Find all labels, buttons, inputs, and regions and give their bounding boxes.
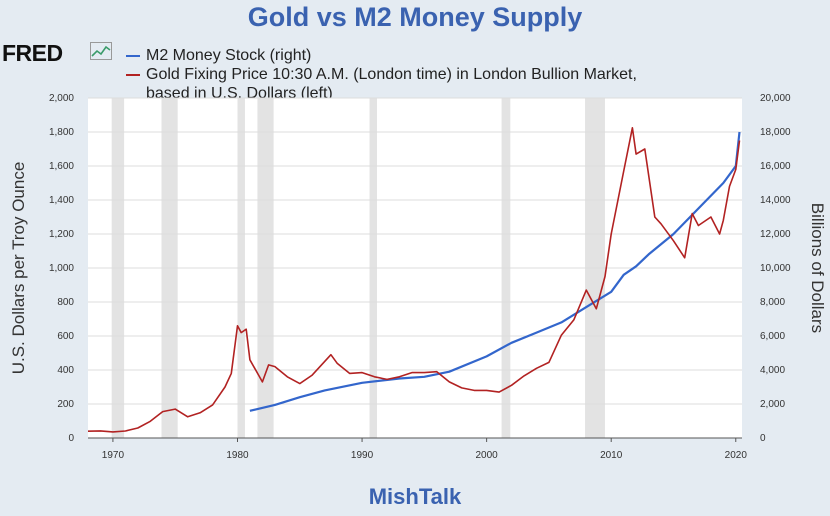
fred-logo: FRED [2,40,63,66]
y-right-tick-label: 16,000 [760,161,791,172]
y-right-tick-label: 0 [760,433,766,444]
y-left-axis-title: U.S. Dollars per Troy Ounce [9,162,28,375]
y-left-tick-label: 400 [57,365,74,376]
y-right-tick-label: 12,000 [760,229,791,240]
series-line-m2 [249,131,741,412]
legend-item-m2: M2 Money Stock (right) [126,46,637,65]
y-right-tick-label: 14,000 [760,195,791,206]
y-left-tick-label: 0 [68,433,74,444]
x-tick-label: 1980 [226,450,249,461]
y-right-tick-label: 8,000 [760,297,785,308]
footer-brand: MishTalk [368,484,462,509]
y-right-axis-title: Billions of Dollars [808,203,827,333]
x-tick-label: 2000 [476,450,499,461]
legend-label-gold: Gold Fixing Price 10:30 A.M. (London tim… [146,66,637,83]
y-right-tick-label: 18,000 [760,127,791,138]
y-left-tick-label: 1,000 [49,263,74,274]
y-right-tick-label: 10,000 [760,263,791,274]
y-left-tick-label: 200 [57,399,74,410]
y-left-tick-label: 1,400 [49,195,74,206]
y-left-tick-label: 1,600 [49,161,74,172]
y-right-tick-label: 6,000 [760,331,785,342]
x-tick-label: 2020 [725,450,748,461]
y-left-tick-label: 1,800 [49,127,74,138]
legend-swatch-m2 [126,55,140,57]
chart-title: Gold vs M2 Money Supply [247,2,583,32]
y-right-tick-label: 20,000 [760,93,791,104]
y-left-tick-label: 2,000 [49,93,74,104]
legend-label-m2: M2 Money Stock (right) [146,47,312,64]
chart-area: 0 200 400 600 800 1,000 1,200 1,400 1,600 1,800 2,… [9,93,827,461]
y-left-tick-label: 1,200 [49,229,74,240]
y-left-tick-label: 600 [57,331,74,342]
series-line-gold [87,127,741,433]
y-right-tick-label: 2,000 [760,399,785,410]
x-tick-label: 1970 [102,450,125,461]
y-left-tick-label: 800 [57,297,74,308]
x-tick-label: 2010 [600,450,623,461]
legend-swatch-gold [126,74,140,76]
x-tick-label: 1990 [351,450,374,461]
fred-chart-icon [90,42,112,60]
y-right-tick-label: 4,000 [760,365,785,376]
